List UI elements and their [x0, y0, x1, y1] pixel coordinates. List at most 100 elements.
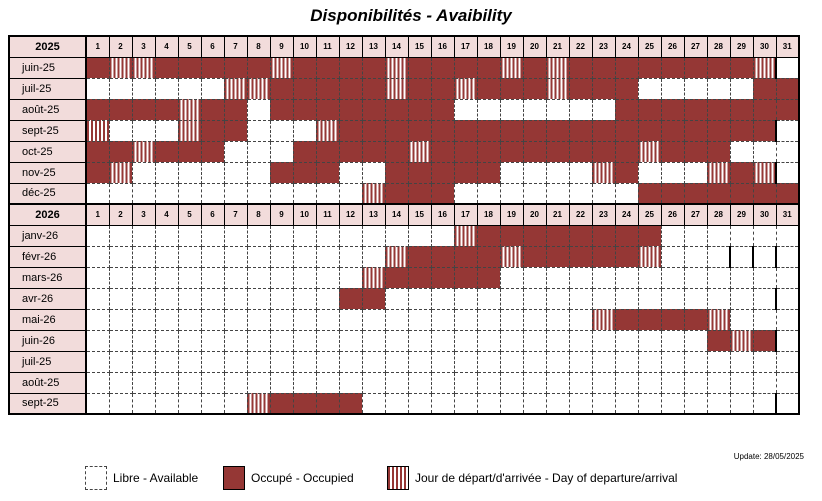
day-cell-occupied: [453, 56, 478, 79]
day-cell-free: [591, 266, 616, 289]
day-number: 19: [499, 203, 524, 226]
day-cell-occupied: [85, 140, 110, 163]
day-cell-occupied: [200, 56, 225, 79]
day-cell-free: [430, 287, 455, 310]
day-cell-free: [338, 371, 363, 394]
day-cell-free: [154, 161, 179, 184]
day-cell-free: [545, 350, 570, 373]
day-cell-free: [131, 119, 156, 142]
day-cell-free: [568, 392, 593, 415]
day-cell-free: [384, 371, 409, 394]
day-cell-free: [752, 287, 777, 310]
day-cell-occupied: [775, 77, 800, 100]
day-cell-free: [637, 329, 662, 352]
page-title: Disponibilités - Avaibility: [310, 6, 512, 25]
day-number: 8: [246, 203, 271, 226]
month-label: sept-25: [8, 392, 87, 415]
day-cell-free: [545, 287, 570, 310]
day-cell-occupied: [476, 245, 501, 268]
day-cell-free: [522, 350, 547, 373]
day-cell-free: [292, 350, 317, 373]
day-cell-transition: [637, 245, 662, 268]
day-cell-free: [545, 266, 570, 289]
day-number: 10: [292, 203, 317, 226]
day-cell-free: [499, 182, 524, 205]
day-cell-transition: [453, 224, 478, 247]
day-cell-free: [499, 308, 524, 331]
day-cell-free: [384, 392, 409, 415]
month-row: déc-25: [8, 182, 800, 205]
legend-transition-label: Jour de départ/d'arrivée - Day of depart…: [415, 471, 678, 485]
day-cell-free: [637, 287, 662, 310]
day-cell-free: [614, 329, 639, 352]
day-number: 18: [476, 35, 501, 58]
month-label: janv-26: [8, 224, 87, 247]
day-cell-free: [200, 182, 225, 205]
day-cell-free: [683, 329, 708, 352]
day-cell-occupied: [660, 98, 685, 121]
day-cell-occupied: [315, 140, 340, 163]
day-cell-transition: [361, 266, 386, 289]
day-cell-occupied: [660, 308, 685, 331]
day-cell-free: [246, 350, 271, 373]
day-number: 8: [246, 35, 271, 58]
day-cell-occupied: [430, 77, 455, 100]
day-cell-occupied: [407, 56, 432, 79]
day-cell-free: [131, 392, 156, 415]
day-cell-occupied: [476, 56, 501, 79]
day-cell-free: [706, 287, 731, 310]
day-cell-occupied: [591, 77, 616, 100]
day-cell-free: [453, 329, 478, 352]
day-cell-free: [361, 350, 386, 373]
month-label: juin-26: [8, 329, 87, 352]
day-cell-free: [223, 287, 248, 310]
legend-free-label: Libre - Available: [113, 471, 199, 485]
month-row: juin-25: [8, 56, 799, 79]
month-row: oct-25: [8, 140, 800, 163]
day-cell-transition: [384, 245, 409, 268]
day-cell-free: [775, 224, 800, 247]
day-cell-occupied: [177, 56, 202, 79]
day-number: 7: [223, 203, 248, 226]
year-label: 2025: [8, 35, 87, 58]
day-cell-occupied: [499, 119, 524, 142]
day-cell-free: [315, 350, 340, 373]
day-cell-occupied: [568, 119, 593, 142]
day-cell-free: [614, 392, 639, 415]
month-row: juin-26: [8, 329, 799, 352]
day-cell-occupied: [269, 392, 294, 415]
day-cell-occupied: [775, 182, 800, 205]
day-cell-free: [269, 224, 294, 247]
day-cell-free: [637, 266, 662, 289]
day-cell-occupied: [407, 182, 432, 205]
day-cell-free: [637, 77, 662, 100]
day-cell-free: [545, 392, 570, 415]
day-cell-free: [315, 224, 340, 247]
day-cell-occupied: [430, 182, 455, 205]
day-cell-occupied: [637, 308, 662, 331]
day-number: 12: [338, 203, 363, 226]
day-cell-free: [568, 98, 593, 121]
day-cell-free: [706, 266, 731, 289]
day-cell-free: [246, 140, 271, 163]
day-cell-occupied: [637, 182, 662, 205]
day-cell-occupied: [131, 98, 156, 121]
day-cell-occupied: [752, 329, 777, 352]
day-cell-free: [522, 392, 547, 415]
day-cell-free: [246, 266, 271, 289]
day-cell-free: [131, 287, 156, 310]
day-cell-free: [177, 182, 202, 205]
day-cell-occupied: [660, 182, 685, 205]
day-cell-occupied: [499, 224, 524, 247]
day-cell-free: [660, 350, 685, 373]
day-cell-free: [453, 287, 478, 310]
day-cell-free: [338, 266, 363, 289]
month-label: juil-25: [8, 77, 87, 100]
day-number: 11: [315, 203, 340, 226]
day-cell-free: [131, 329, 156, 352]
day-cell-free: [315, 329, 340, 352]
day-cell-free: [499, 98, 524, 121]
day-cell-occupied: [430, 56, 455, 79]
day-number: 26: [660, 35, 685, 58]
day-cell-free: [223, 392, 248, 415]
